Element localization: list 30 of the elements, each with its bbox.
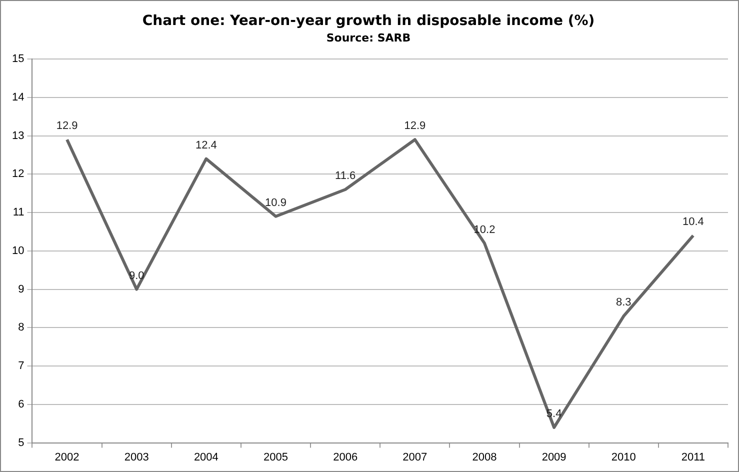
x-tick-label: 2011	[681, 451, 706, 464]
x-tick-label: 2010	[611, 451, 636, 464]
data-label: 11.6	[335, 170, 356, 182]
y-tick-label: 9	[18, 283, 24, 296]
x-tick-label: 2002	[54, 451, 80, 464]
chart-title: Chart one: Year-on-year growth in disposable income (%)	[142, 13, 595, 30]
data-label: 8.3	[616, 296, 632, 309]
chart-subtitle: Source: SARB	[326, 31, 411, 44]
data-label: 10.9	[265, 196, 286, 209]
y-tick-label: 6	[18, 398, 24, 410]
data-label: 12.9	[56, 120, 78, 132]
data-label: 12.4	[195, 139, 217, 152]
x-tick-label: 2009	[542, 451, 566, 464]
y-tick-label: 14	[12, 91, 24, 104]
x-tick-label: 2006	[333, 451, 358, 464]
data-label: 10.4	[682, 216, 704, 228]
y-tick-label: 12	[12, 168, 24, 180]
x-tick-label: 2007	[402, 451, 428, 464]
x-tick-label: 2003	[124, 451, 149, 464]
x-tick-label: 2008	[472, 451, 497, 464]
x-tick-label: 2004	[194, 451, 218, 464]
y-tick-label: 10	[12, 244, 24, 257]
y-tick-label: 11	[12, 206, 24, 219]
y-tick-label: 8	[18, 322, 24, 334]
data-label: 12.9	[404, 120, 426, 132]
x-tick-label: 2005	[264, 451, 288, 464]
y-tick-label: 5	[18, 436, 24, 449]
y-tick-label: 13	[12, 130, 24, 142]
y-tick-label: 15	[12, 53, 24, 66]
y-tick-label: 7	[18, 360, 24, 372]
